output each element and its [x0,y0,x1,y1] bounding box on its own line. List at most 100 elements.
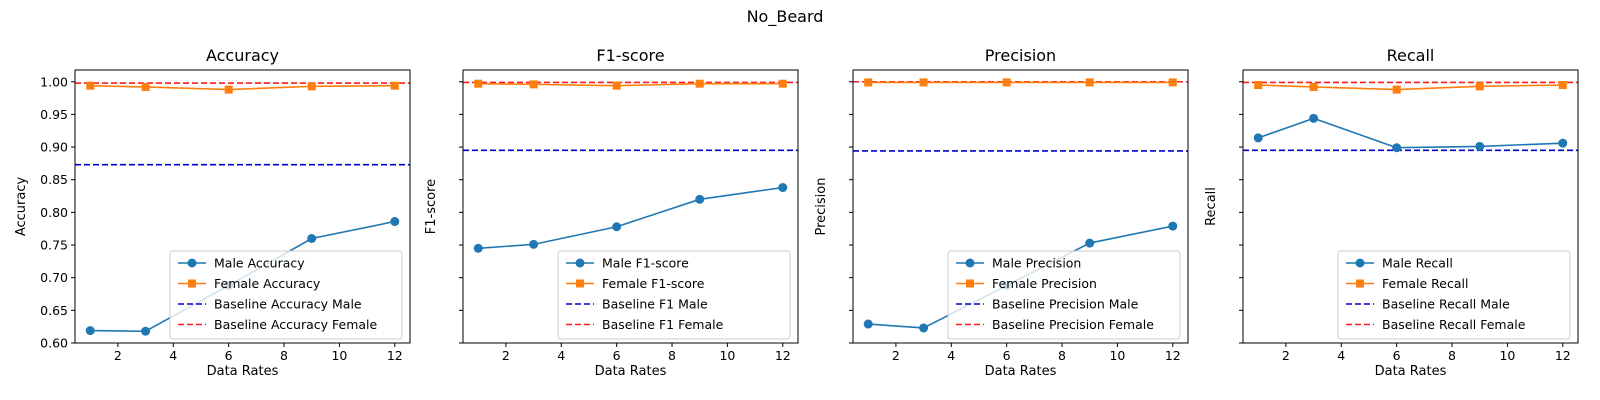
x-tick-label: 12 [387,348,403,363]
data-point [1168,221,1178,231]
data-point [1392,143,1402,153]
data-point [695,79,704,88]
axes-frame [462,69,799,344]
x-tick-label: 10 [1109,348,1125,363]
data-point [529,80,538,89]
y-tick-label: 0.80 [40,205,68,220]
data-point [1085,78,1094,87]
data-point [224,85,233,94]
legend-label: Baseline F1 Male [602,297,708,312]
data-point [474,79,483,88]
x-tick-label: 10 [719,348,735,363]
x-tick-label: 6 [1393,348,1401,363]
legend-label: Baseline Accuracy Male [214,297,362,312]
legend-label: Male Precision [992,256,1081,271]
x-axis-label: Data Rates [1375,364,1447,379]
legend-label: Male F1-score [602,256,689,271]
data-point [919,78,928,87]
x-tick-label: 8 [280,348,288,363]
subplot-f1-score: F1-score 2 4 6 8 10 12 Data Rates F1-score Male F… [424,46,799,379]
data-point [695,194,705,204]
data-point [778,183,788,193]
data-point [390,217,400,227]
data-point [612,222,622,232]
legend-label: Female Accuracy [214,276,321,291]
legend-box [557,250,791,340]
y-axis-label: Precision [814,177,829,235]
legend-marker [965,258,975,268]
subplot-recall: Recall 2 4 6 8 10 12 Data Rates Recall Male Recal… [1204,46,1579,379]
data-point [473,243,483,253]
data-point [85,326,95,336]
legend-marker [1355,258,1365,268]
x-tick-label: 8 [1448,348,1456,363]
x-tick-label: 2 [1282,348,1290,363]
legend-label: Baseline Precision Male [992,297,1139,312]
data-point [1558,81,1567,90]
data-point [141,326,151,336]
x-tick-label: 2 [114,348,122,363]
data-point [863,319,873,329]
x-tick-label: 4 [169,348,177,363]
legend-marker [187,258,197,268]
y-tick-label: 0.75 [40,238,68,253]
data-point [1002,78,1011,87]
legend-marker [575,258,585,268]
data-point [864,78,873,87]
data-point [612,81,621,90]
x-tick-label: 12 [1555,348,1571,363]
x-tick-label: 4 [947,348,955,363]
data-point [1558,138,1568,148]
x-axis-label: Data Rates [207,364,279,379]
axes-frame [1242,69,1579,344]
legend: Male Precision Female Precision Baseline P… [947,250,1181,340]
x-tick-label: 12 [775,348,791,363]
data-point [1475,141,1485,151]
axes-frame [74,69,411,344]
data-point [307,82,316,91]
subplot-precision: Precision 2 4 6 8 10 12 Data Rates Precision Male… [814,46,1189,379]
x-axis-label: Data Rates [595,364,667,379]
data-point [1475,82,1484,91]
plot-area [463,79,798,253]
x-tick-label: 4 [557,348,565,363]
x-tick-label: 10 [1499,348,1515,363]
data-point [778,79,787,88]
data-point [919,323,929,333]
x-tick-label: 6 [613,348,621,363]
x-axis-label: Data Rates [985,364,1057,379]
legend-box [1337,250,1571,340]
data-point [86,81,95,90]
legend-label: Baseline Recall Female [1382,317,1526,332]
data-point [1085,238,1095,248]
legend-label: Female Precision [992,276,1097,291]
y-tick-label: 0.70 [40,270,68,285]
x-tick-label: 8 [1058,348,1066,363]
legend-box [947,250,1181,340]
x-tick-label: 6 [225,348,233,363]
x-tick-label: 8 [668,348,676,363]
x-tick-label: 2 [502,348,510,363]
legend-label: Baseline F1 Female [602,317,724,332]
subplot-title: Recall [1387,46,1435,65]
subplot-accuracy: Accuracy 2 4 6 8 10 12 0.60 0.65 0.70 0.75 0.80 0.85… [14,46,411,379]
data-point [529,239,539,249]
axes-frame [852,69,1189,344]
figure-suptitle: No_Beard [747,7,824,27]
legend-marker [966,279,974,288]
data-point [1168,78,1177,87]
legend: Male Accuracy Female Accuracy Baseline Acc… [169,250,403,340]
legend-marker [1356,279,1364,288]
subplot-title: F1-score [596,46,664,65]
data-point [141,82,150,91]
y-axis-label: Recall [1204,187,1219,226]
legend-label: Female Recall [1382,276,1468,291]
legend-label: Baseline Precision Female [992,317,1154,332]
subplot-title: Precision [985,46,1056,65]
x-tick-label: 6 [1003,348,1011,363]
legend-marker [576,279,584,288]
y-tick-label: 0.60 [40,336,68,351]
legend-label: Baseline Accuracy Female [214,317,378,332]
data-point [1309,82,1318,91]
